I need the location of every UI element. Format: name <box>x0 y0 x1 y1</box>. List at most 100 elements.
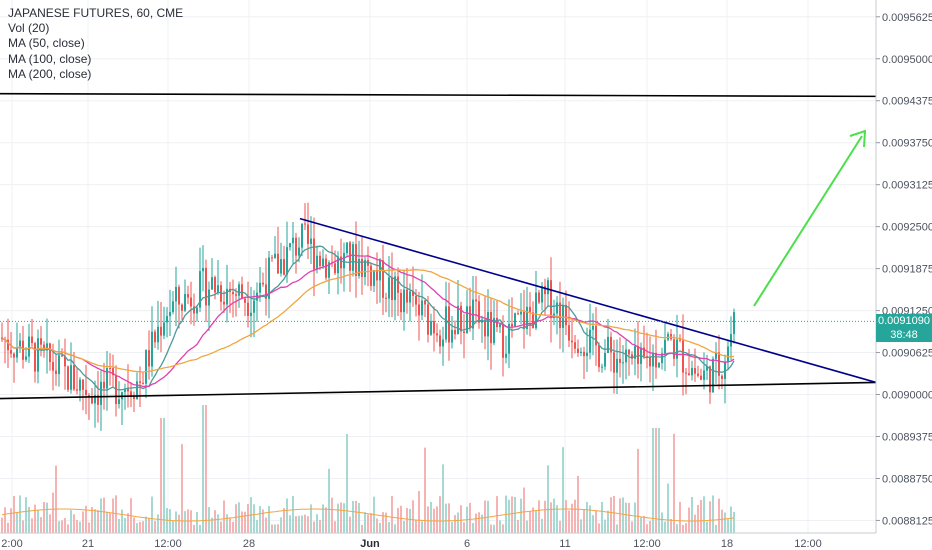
volume-bar <box>526 520 528 533</box>
volume-bar <box>85 505 87 533</box>
candle-body <box>616 358 618 373</box>
candle-body <box>445 306 447 340</box>
price-tick-label: 0.0090625 <box>882 348 932 360</box>
volume-bar <box>439 496 441 533</box>
volume-bar <box>49 514 51 533</box>
candle-body <box>376 269 378 281</box>
price-tick-label: 0.0088750 <box>882 473 932 485</box>
candle-body <box>52 362 54 371</box>
candle-body <box>175 286 177 302</box>
volume-bar <box>199 524 201 533</box>
time-tick-label: 18 <box>721 538 733 550</box>
candle-body <box>34 343 36 372</box>
candle-body <box>205 267 207 306</box>
volume-bar <box>364 512 366 533</box>
candle-body <box>73 365 75 390</box>
symbol-title[interactable]: JAPANESE FUTURES, 60, CME <box>8 6 184 20</box>
volume-bar <box>205 405 207 533</box>
volume-bar <box>244 511 246 533</box>
candle-body <box>556 302 558 314</box>
candle-body <box>628 349 630 355</box>
candle-body <box>664 339 666 354</box>
candle-body <box>304 223 306 225</box>
volume-bar <box>643 515 645 533</box>
candle-body <box>157 326 159 343</box>
time-axis[interactable]: 2:00 21 12:00 28 Jun 6 11 12:00 18 12:00 <box>0 532 876 550</box>
candle-body <box>601 366 603 368</box>
volume-bar <box>715 524 717 533</box>
candle-body <box>367 260 369 266</box>
volume-bar <box>334 521 336 533</box>
volume-bar <box>703 496 705 533</box>
candle-body <box>523 311 525 329</box>
current-price-tag: 0.0091090 <box>876 314 932 329</box>
candle-body <box>526 306 528 329</box>
candle-body <box>181 304 183 311</box>
time-tick-label: 28 <box>243 538 255 550</box>
volume-bar <box>67 524 69 533</box>
volume-bar <box>46 502 48 533</box>
candle-body <box>535 292 537 329</box>
price-tick-label: 0.0093125 <box>882 180 932 192</box>
volume-bar <box>235 504 237 533</box>
time-tick-label: 6 <box>464 538 470 550</box>
candle-body <box>277 253 279 274</box>
volume-bar <box>283 508 285 533</box>
candle-body <box>463 331 465 334</box>
candle-body <box>610 336 612 353</box>
volume-bar <box>28 506 30 533</box>
candle-body <box>634 346 636 359</box>
candle-body <box>688 373 690 376</box>
volume-bar <box>316 514 318 533</box>
volume-bar <box>94 509 96 533</box>
time-tick-label: 12:00 <box>154 538 182 550</box>
volume-bar <box>361 524 363 533</box>
volume-bar <box>22 520 24 533</box>
volume-bar <box>640 517 642 533</box>
volume-bar <box>574 499 576 533</box>
candle-body <box>433 321 435 334</box>
legend-vol[interactable]: Vol (20) <box>8 21 50 36</box>
time-tick-label: 12:00 <box>633 538 661 550</box>
volume-bar <box>157 514 159 533</box>
candle-body <box>712 358 714 393</box>
candle-body <box>25 356 27 360</box>
volume-bar <box>568 510 570 533</box>
price-axis[interactable]: 0.0095625 0.0095000 0.0094375 0.0093750 0.00… <box>875 0 932 533</box>
volume-bar <box>319 519 321 533</box>
candle-body <box>184 294 186 311</box>
candle-body <box>13 353 15 358</box>
volume-bar <box>604 519 606 533</box>
legend-ma200[interactable]: MA (200, close) <box>8 66 92 81</box>
legend-ma100[interactable]: MA (100, close) <box>8 51 92 66</box>
volume-bar <box>385 512 387 533</box>
candle-body <box>355 244 357 277</box>
volume-bar <box>580 519 582 533</box>
volume-bar <box>310 504 312 533</box>
volume-bar <box>586 502 588 533</box>
candle-body <box>325 258 327 278</box>
candle-body <box>469 306 471 329</box>
volume-bar <box>232 521 234 533</box>
volume-bar <box>121 509 123 533</box>
candle-body <box>385 297 387 299</box>
volume-bar <box>412 500 414 533</box>
candle-body <box>466 306 468 334</box>
volume-bar <box>514 496 516 533</box>
volume-bars <box>1 405 735 533</box>
candle-body <box>67 366 69 390</box>
candle-body <box>301 223 303 248</box>
volume-bar <box>196 512 198 533</box>
volume-bar <box>298 515 300 533</box>
volume-bar <box>169 509 171 533</box>
legend-ma50[interactable]: MA (50, close) <box>8 36 85 51</box>
candle-body <box>649 356 651 367</box>
candle-body <box>487 311 489 337</box>
candle-body <box>142 382 144 384</box>
candle-body <box>370 265 372 286</box>
candle-body <box>493 317 495 344</box>
candle-body <box>346 242 348 254</box>
volume-bar <box>109 513 111 533</box>
volume-bar <box>397 507 399 533</box>
